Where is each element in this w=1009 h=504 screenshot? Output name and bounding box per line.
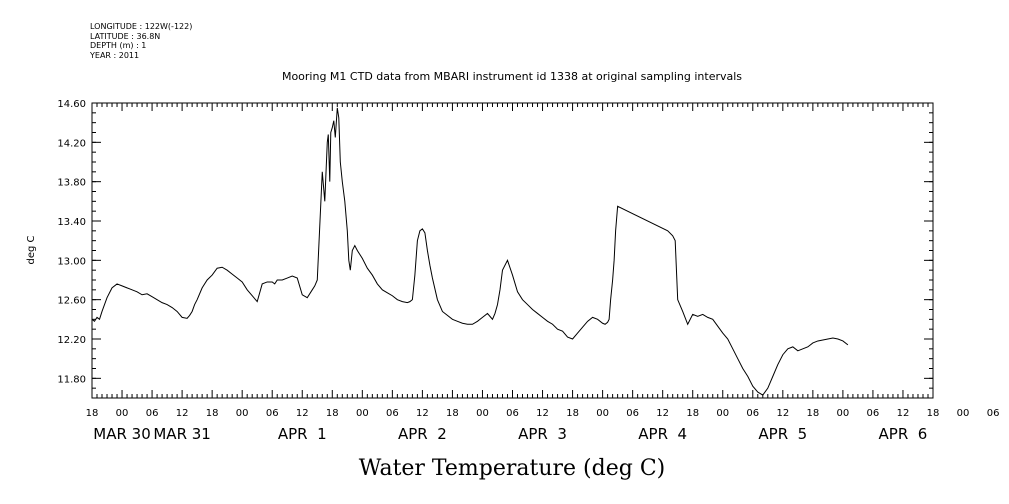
water-temperature-series-line xyxy=(91,107,849,396)
x-hour-tick-label: 12 xyxy=(536,408,549,419)
x-hour-tick-label: 18 xyxy=(446,408,459,419)
x-hour-tick-label: 18 xyxy=(806,408,819,419)
x-hour-tick-label: 06 xyxy=(266,408,279,419)
chart-title: Mooring M1 CTD data from MBARI instrumen… xyxy=(282,70,742,83)
x-hour-tick-label: 18 xyxy=(927,408,940,419)
x-hour-tick-label: 06 xyxy=(626,408,639,419)
x-date-label: APR 4 xyxy=(638,425,687,443)
x-date-label: APR 5 xyxy=(758,425,807,443)
x-hour-tick-label: 18 xyxy=(326,408,339,419)
x-hour-tick-label: 00 xyxy=(476,408,489,419)
latitude-label: LATITUDE : 36.8N xyxy=(90,31,161,41)
depth-label: DEPTH (m) : 1 xyxy=(90,41,147,50)
plot-frame xyxy=(91,102,934,399)
y-tick-label: 13.40 xyxy=(57,217,86,228)
x-hour-tick-label: 00 xyxy=(957,408,970,419)
x-hour-tick-label: 18 xyxy=(86,408,99,419)
y-tick-label: 14.20 xyxy=(57,138,86,149)
x-date-label: MAR 31 xyxy=(153,425,210,443)
x-hour-tick-label: 00 xyxy=(116,408,129,419)
x-hour-tick-label: 00 xyxy=(716,408,729,419)
x-hour-tick-label: 06 xyxy=(746,408,759,419)
x-hour-tick-label: 00 xyxy=(236,408,249,419)
x-hour-tick-label: 12 xyxy=(776,408,789,419)
longitude-label: LONGITUDE : 122W(-122) xyxy=(90,22,193,31)
metadata-block: LONGITUDE : 122W(-122) LATITUDE : 36.8N … xyxy=(90,22,192,60)
x-date-label: APR 3 xyxy=(518,425,567,443)
x-hour-tick-label: 12 xyxy=(656,408,669,419)
x-date-label: APR 1 xyxy=(278,425,327,443)
x-date-label: APR 6 xyxy=(879,425,928,443)
y-tick-label: 12.60 xyxy=(57,296,86,307)
y-tick-label: 14.60 xyxy=(57,99,86,110)
x-hour-tick-label: 12 xyxy=(897,408,910,419)
y-tick-label: 12.20 xyxy=(57,335,86,346)
x-hour-tick-label: 18 xyxy=(566,408,579,419)
x-axis: 18 00 06 12 18 00 06 12 18 00 06 12 18 00 06 12 18 00 06 12… xyxy=(86,103,1000,443)
year-label: YEAR : 2011 xyxy=(90,50,140,60)
y-axis-label: deg C xyxy=(26,235,37,264)
x-date-label: APR 2 xyxy=(398,425,447,443)
y-axis: 11.80 12.20 12.60 13.00 13.40 13.80 14.20 14.60 xyxy=(57,99,933,399)
x-hour-tick-label: 12 xyxy=(296,408,309,419)
x-hour-tick-label: 06 xyxy=(146,408,159,419)
y-tick-label: 11.80 xyxy=(57,374,86,385)
x-hour-tick-label: 12 xyxy=(416,408,429,419)
x-hour-tick-label: 00 xyxy=(837,408,850,419)
x-hour-tick-label: 18 xyxy=(686,408,699,419)
y-tick-label: 13.00 xyxy=(57,256,86,267)
y-tick-label: 13.80 xyxy=(57,178,86,189)
x-hour-tick-label: 06 xyxy=(506,408,519,419)
x-hour-tick-label: 06 xyxy=(867,408,880,419)
x-axis-label: Water Temperature (deg C) xyxy=(359,456,666,481)
x-hour-tick-label: 12 xyxy=(176,408,189,419)
x-date-label: MAR 30 xyxy=(93,425,150,443)
x-hour-tick-label: 00 xyxy=(596,408,609,419)
x-hour-tick-label: 06 xyxy=(386,408,399,419)
x-hour-tick-label: 00 xyxy=(356,408,369,419)
x-hour-tick-label: 06 xyxy=(987,408,1000,419)
x-hour-tick-label: 18 xyxy=(206,408,219,419)
